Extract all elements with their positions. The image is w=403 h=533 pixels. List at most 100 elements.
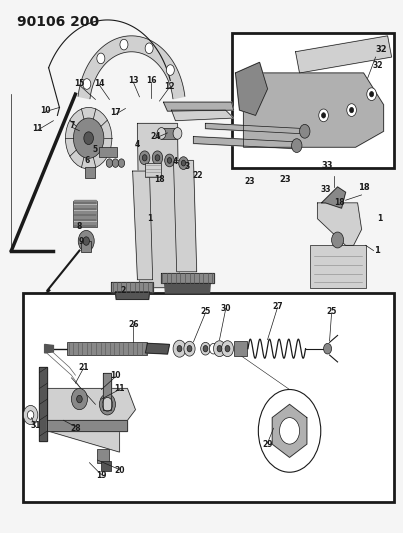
Polygon shape (295, 36, 392, 73)
Text: 31: 31 (30, 421, 41, 430)
Polygon shape (162, 273, 214, 284)
Text: 19: 19 (96, 471, 107, 480)
Text: 15: 15 (74, 79, 85, 88)
Polygon shape (193, 136, 297, 149)
Circle shape (166, 64, 174, 75)
Circle shape (118, 159, 125, 167)
Polygon shape (74, 211, 96, 215)
Circle shape (367, 88, 376, 101)
Circle shape (23, 406, 38, 424)
Circle shape (73, 118, 104, 158)
Text: 7: 7 (70, 122, 75, 131)
Circle shape (167, 158, 172, 163)
Circle shape (77, 395, 82, 403)
Polygon shape (243, 73, 384, 147)
Text: 13: 13 (128, 76, 139, 85)
Circle shape (173, 127, 182, 139)
Polygon shape (48, 420, 127, 431)
Circle shape (139, 151, 150, 165)
Text: 9: 9 (79, 237, 84, 246)
Circle shape (201, 342, 210, 355)
Polygon shape (115, 292, 150, 300)
Polygon shape (104, 373, 112, 410)
Circle shape (102, 398, 113, 411)
Bar (310, 245, 366, 288)
Text: 6: 6 (85, 156, 90, 165)
Polygon shape (48, 389, 135, 452)
Polygon shape (206, 123, 305, 134)
Text: 18: 18 (154, 174, 165, 183)
Circle shape (217, 345, 222, 352)
Text: 20: 20 (114, 466, 125, 475)
Circle shape (291, 139, 302, 152)
Bar (145, 163, 161, 177)
Bar (23, 293, 394, 503)
Text: 22: 22 (192, 171, 203, 180)
Circle shape (222, 341, 233, 357)
Text: 32: 32 (376, 45, 387, 54)
Text: 33: 33 (322, 161, 333, 171)
Circle shape (324, 343, 332, 354)
Circle shape (142, 155, 147, 161)
Text: 8: 8 (77, 222, 82, 231)
Text: 30: 30 (220, 304, 231, 313)
Text: 5: 5 (93, 146, 98, 155)
Circle shape (165, 154, 174, 167)
Text: 17: 17 (110, 108, 121, 117)
Circle shape (105, 401, 110, 408)
Circle shape (184, 341, 195, 356)
Circle shape (280, 418, 299, 444)
Circle shape (155, 155, 160, 161)
Circle shape (83, 237, 89, 245)
Polygon shape (235, 62, 268, 115)
Text: 10: 10 (40, 106, 51, 115)
Bar (73, 201, 97, 227)
Bar (231, 33, 394, 168)
Bar (98, 449, 110, 463)
Polygon shape (78, 36, 185, 99)
Bar (102, 461, 112, 471)
Text: 90106 200: 90106 200 (17, 14, 100, 29)
Bar (100, 147, 117, 157)
Bar (81, 241, 91, 252)
Circle shape (370, 92, 374, 97)
Circle shape (177, 345, 182, 352)
Circle shape (65, 108, 112, 169)
Text: 1: 1 (374, 246, 380, 255)
Circle shape (319, 109, 328, 122)
Polygon shape (74, 216, 96, 220)
Text: 32: 32 (372, 61, 383, 69)
Text: 3: 3 (185, 163, 190, 171)
Circle shape (100, 394, 115, 415)
Circle shape (349, 108, 353, 113)
Circle shape (258, 390, 321, 472)
Text: 23: 23 (244, 177, 255, 186)
Text: 10: 10 (110, 370, 121, 379)
Text: 4: 4 (173, 157, 178, 166)
Text: 24: 24 (150, 132, 161, 141)
Circle shape (145, 43, 153, 54)
Text: 4: 4 (135, 140, 140, 149)
Circle shape (181, 160, 186, 166)
Polygon shape (137, 123, 179, 288)
Circle shape (173, 340, 186, 357)
Text: 21: 21 (78, 363, 89, 372)
Text: 18: 18 (357, 183, 369, 192)
Polygon shape (172, 110, 233, 120)
Circle shape (203, 345, 208, 352)
Circle shape (225, 345, 230, 352)
Polygon shape (45, 344, 54, 353)
Text: 26: 26 (128, 320, 139, 329)
Circle shape (332, 232, 344, 248)
Text: 28: 28 (70, 424, 81, 433)
Polygon shape (318, 203, 361, 245)
Circle shape (347, 104, 356, 116)
Circle shape (71, 389, 87, 410)
Text: 27: 27 (272, 302, 283, 311)
Polygon shape (145, 343, 170, 354)
Text: 11: 11 (32, 124, 43, 133)
Polygon shape (165, 284, 210, 293)
Circle shape (78, 230, 94, 252)
Polygon shape (74, 222, 96, 225)
Text: 18: 18 (334, 198, 345, 207)
